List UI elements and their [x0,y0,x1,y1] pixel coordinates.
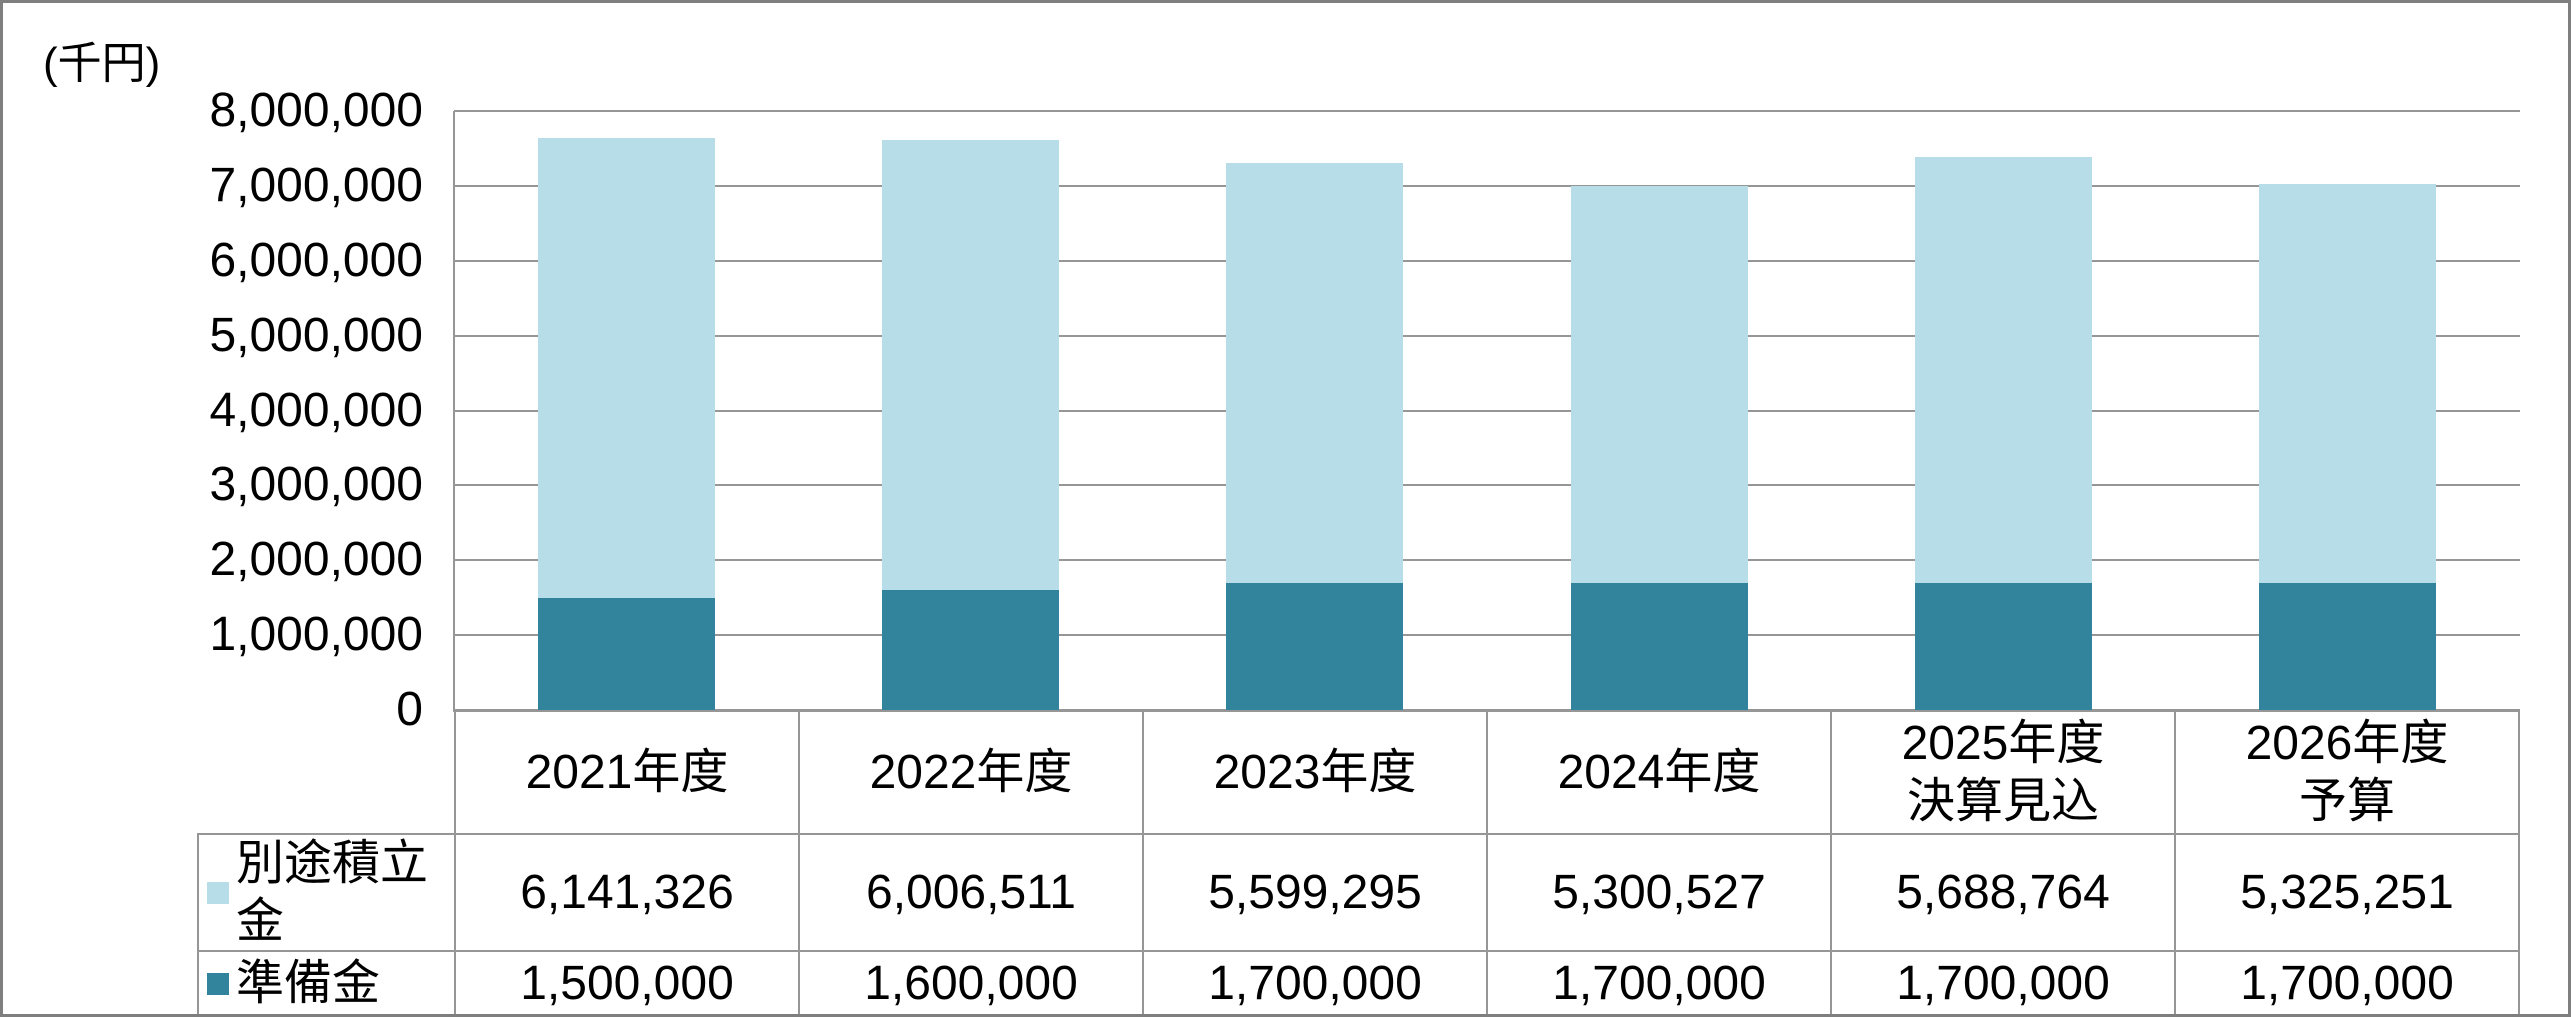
table-row: 別途積立金 6,141,326 6,006,511 5,599,295 5,300,52… [197,832,2520,953]
bar-2022年度 [798,111,1142,710]
bar-segment-準備金 [537,597,715,710]
y-axis-tick-label: 5,000,000 [209,308,423,362]
table-value-cell: 6,006,511 [798,832,1144,953]
gridline [454,484,2520,487]
plot-area [454,110,2520,711]
y-axis-tick-label: 1,000,000 [209,608,423,662]
y-axis-tick-label: 2,000,000 [209,533,423,587]
table-value-cell: 5,300,527 [1486,832,1832,953]
bar-2025年度 [1831,111,2175,710]
y-axis-tick-label: 0 [396,683,423,736]
table-value-cell: 1,600,000 [798,950,1144,1014]
gridline [454,409,2520,412]
bar-segment-準備金 [1226,582,1404,710]
y-axis-tick-label: 8,000,000 [209,84,423,137]
bar-segment-別途積立金 [537,137,715,598]
y-axis-tick-label: 7,000,000 [209,158,423,212]
y-axis-unit-label: (千円) [43,39,161,88]
table-value-cell: 1,700,000 [1486,950,1832,1014]
table-header-cell: 2023年度 [1142,710,1488,835]
bar-2023年度 [1143,111,1487,710]
gridline [454,559,2520,562]
bar-segment-準備金 [881,590,1059,710]
table-value-cell: 6,141,326 [454,832,800,953]
table-value-cell: 1,700,000 [1142,950,1488,1014]
table-header-cell: 2025年度 決算見込 [1830,710,2176,835]
bar-segment-別途積立金 [1226,163,1404,583]
legend-cell: 準備金 [197,950,456,1014]
legend-key-icon [207,881,229,904]
table-value-cell: 1,700,000 [2174,950,2520,1014]
data-table: 2021年度 2022年度 2023年度 2024年度 2025年度 決算見込 2026年… [197,710,2520,1014]
bar-segment-準備金 [2259,582,2437,710]
bar-segment-別途積立金 [881,140,1059,591]
bar-2026年度 [2176,111,2520,710]
table-header-cell: 2021年度 [454,710,800,835]
y-axis-tick-label: 4,000,000 [209,383,423,437]
gridline [454,634,2520,637]
table-value-cell: 1,500,000 [454,950,800,1014]
table-corner-cell [198,711,455,834]
legend-key-icon [207,973,229,996]
table-value-cell: 5,688,764 [1830,832,2176,953]
legend-label: 別途積立金 [236,837,429,948]
gridline [454,709,2520,711]
table-header-cell: 2022年度 [798,710,1144,835]
table-header-cell: 2024年度 [1486,710,1832,835]
bar-2024年度 [1487,111,1831,710]
y-axis-line [453,111,455,712]
bar-2021年度 [454,111,798,710]
bar-segment-別途積立金 [1914,156,2092,583]
table-value-cell: 1,700,000 [1830,950,2176,1014]
gridline [454,184,2520,187]
gridline [454,334,2520,337]
bar-segment-別途積立金 [2259,184,2437,583]
table-row: 準備金 1,500,000 1,600,000 1,700,000 1,700,000 1… [197,950,2520,1014]
gridline [454,110,2520,112]
legend-label: 準備金 [236,957,381,1011]
y-axis-tick-label: 3,000,000 [209,458,423,512]
table-value-cell: 5,325,251 [2174,832,2520,953]
bar-segment-準備金 [1570,582,1748,710]
table-value-cell: 5,599,295 [1142,832,1488,953]
gridline [454,259,2520,262]
legend-cell: 別途積立金 [197,832,456,953]
bar-segment-準備金 [1914,582,2092,710]
y-axis-tick-label: 6,000,000 [209,233,423,287]
table-header-cell: 2026年度 予算 [2174,710,2520,835]
bar-segment-別途積立金 [1570,185,1748,583]
